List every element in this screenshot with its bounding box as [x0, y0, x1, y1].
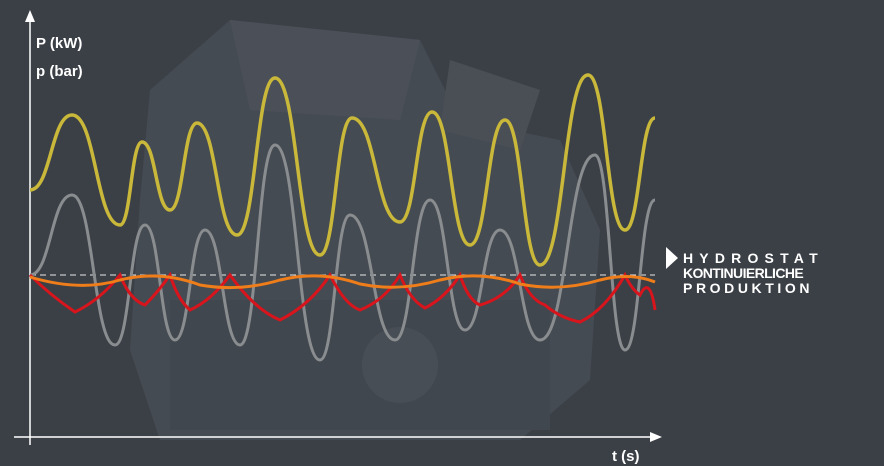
gray-curve	[29, 143, 656, 362]
x-axis-arrow	[650, 432, 662, 442]
y-axis-arrow	[25, 10, 35, 22]
y-axis-label: P (kW)	[36, 35, 82, 52]
callout-arrow	[666, 247, 678, 269]
callout-line: PRODUKTION	[683, 280, 813, 296]
y-axis-label: p (bar)	[36, 63, 83, 80]
x-axis-label: t (s)	[612, 448, 640, 465]
orange-curve	[29, 274, 656, 290]
callout-line: KONTINUIERLICHE	[683, 265, 803, 281]
yellow-curve	[29, 73, 656, 267]
red-curve	[28, 271, 657, 324]
callout-line: HYDROSTAT	[683, 250, 824, 266]
